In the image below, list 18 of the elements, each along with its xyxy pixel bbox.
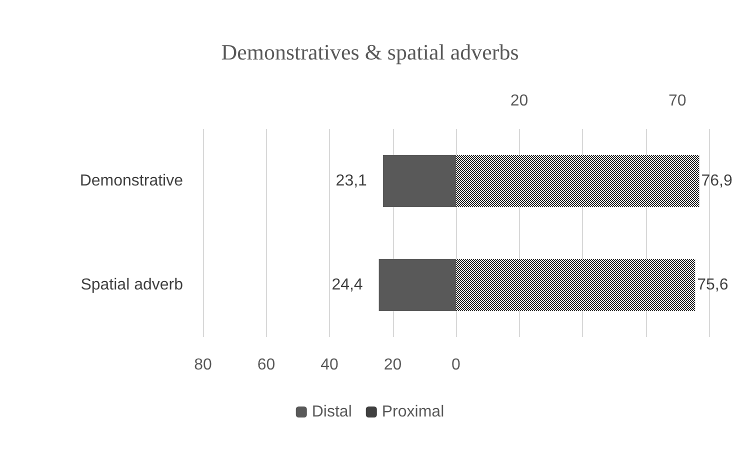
y-tick-label: Demonstrative <box>80 172 184 190</box>
legend-label: Proximal <box>382 404 444 420</box>
x-tick-label: 60 <box>257 356 276 374</box>
legend-label: Distal <box>312 404 352 420</box>
x-tick-label: 0 <box>452 356 461 374</box>
x2-tick-label: 20 <box>510 92 528 110</box>
chart-title: Demonstratives & spatial adverbs <box>221 40 519 64</box>
bar <box>378 259 456 311</box>
data-label: 76,9 <box>701 172 732 190</box>
data-label: 24,4 <box>332 276 363 294</box>
x-tick-label: 40 <box>320 356 338 374</box>
bar <box>382 155 456 207</box>
y-tick-label: Spatial adverb <box>80 276 184 294</box>
x2-tick-label: 70 <box>668 92 686 110</box>
data-label: 75,6 <box>697 276 728 294</box>
x-tick-label: 80 <box>194 356 212 374</box>
x-tick-label: 20 <box>384 356 402 374</box>
data-label: 23,1 <box>336 172 368 190</box>
